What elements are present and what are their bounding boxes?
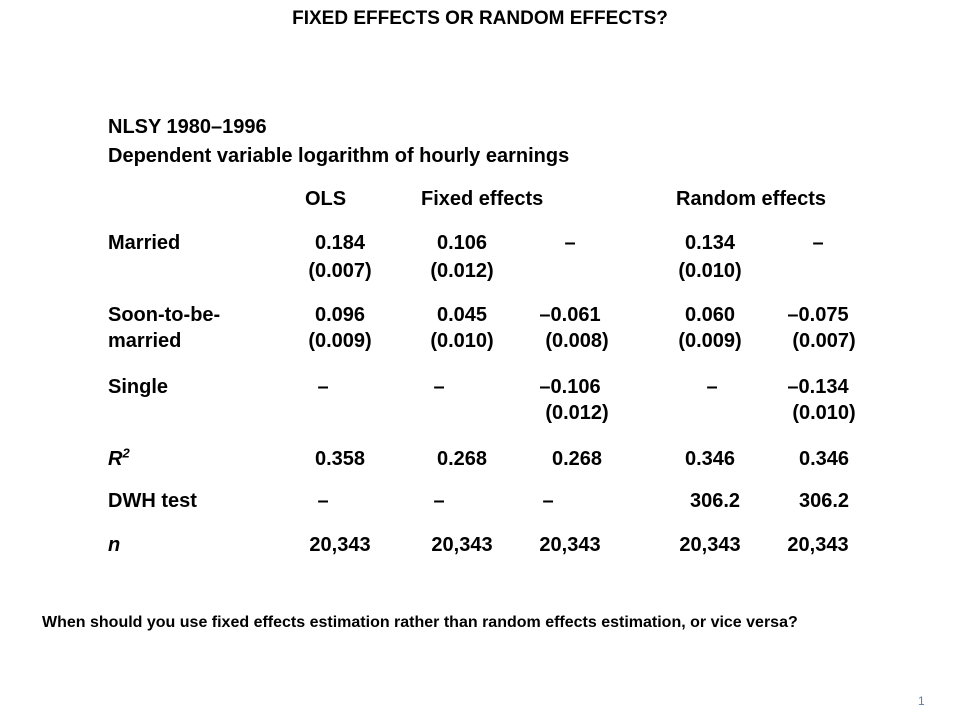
r2-fe2: 0.268 bbox=[551, 448, 603, 470]
row-label-married-2: married bbox=[108, 330, 182, 352]
r-squared-main: R bbox=[108, 448, 123, 470]
married-re2: – bbox=[812, 232, 824, 254]
dwh-fe2: – bbox=[542, 490, 554, 512]
n-ols: 20,343 bbox=[309, 534, 371, 556]
dwh-re2: 306.2 bbox=[798, 490, 850, 512]
n-re1: 20,343 bbox=[679, 534, 741, 556]
married-re1: 0.134 bbox=[684, 232, 736, 254]
r2-re2: 0.346 bbox=[798, 448, 850, 470]
single-re2: –0.134 bbox=[787, 376, 849, 398]
soon-fe2: –0.061 bbox=[539, 304, 601, 326]
married-fe1: 0.106 bbox=[436, 232, 488, 254]
single-fe1: – bbox=[433, 376, 445, 398]
soon-re2: –0.075 bbox=[787, 304, 849, 326]
married-re1-se: (0.010) bbox=[678, 260, 742, 282]
r-squared-superscript: 2 bbox=[122, 445, 130, 461]
soon-re1: 0.060 bbox=[684, 304, 736, 326]
row-label-r-squared: R2 bbox=[108, 445, 130, 471]
discussion-question: When should you use fixed effects estima… bbox=[42, 614, 798, 631]
header-random-effects: Random effects bbox=[676, 188, 827, 210]
single-fe2: –0.106 bbox=[539, 376, 601, 398]
r2-ols: 0.358 bbox=[314, 448, 366, 470]
single-re2-se: (0.010) bbox=[792, 402, 856, 424]
slide-title: FIXED EFFECTS OR RANDOM EFFECTS? bbox=[292, 8, 668, 29]
single-ols: – bbox=[317, 376, 329, 398]
page-number: 1 bbox=[918, 694, 925, 708]
row-label-dwh-test: DWH test bbox=[108, 490, 197, 512]
soon-ols-se: (0.009) bbox=[308, 330, 372, 352]
soon-re2-se: (0.007) bbox=[792, 330, 856, 352]
row-label-n: n bbox=[108, 534, 121, 556]
married-ols-se: (0.007) bbox=[308, 260, 372, 282]
soon-fe1: 0.045 bbox=[436, 304, 488, 326]
r2-re1: 0.346 bbox=[684, 448, 736, 470]
r2-fe1: 0.268 bbox=[436, 448, 488, 470]
soon-re1-se: (0.009) bbox=[678, 330, 742, 352]
married-fe1-se: (0.012) bbox=[430, 260, 494, 282]
header-ols: OLS bbox=[305, 188, 347, 210]
dwh-re1: 306.2 bbox=[689, 490, 741, 512]
soon-ols: 0.096 bbox=[314, 304, 366, 326]
soon-fe1-se: (0.010) bbox=[430, 330, 494, 352]
n-fe2: 20,343 bbox=[539, 534, 601, 556]
data-source: NLSY 1980–1996 bbox=[108, 116, 267, 138]
dwh-fe1: – bbox=[433, 490, 445, 512]
dependent-variable: Dependent variable logarithm of hourly e… bbox=[108, 145, 570, 167]
dwh-ols: – bbox=[317, 490, 329, 512]
single-fe2-se: (0.012) bbox=[545, 402, 609, 424]
soon-fe2-se: (0.008) bbox=[545, 330, 609, 352]
header-fixed-effects: Fixed effects bbox=[421, 188, 544, 210]
n-re2: 20,343 bbox=[787, 534, 849, 556]
single-re1: – bbox=[706, 376, 718, 398]
row-label-married: Married bbox=[108, 232, 181, 254]
married-ols: 0.184 bbox=[314, 232, 366, 254]
row-label-single: Single bbox=[108, 376, 169, 398]
row-label-soon-to-be: Soon-to-be- bbox=[108, 304, 221, 326]
married-fe2: – bbox=[564, 232, 576, 254]
n-fe1: 20,343 bbox=[431, 534, 493, 556]
